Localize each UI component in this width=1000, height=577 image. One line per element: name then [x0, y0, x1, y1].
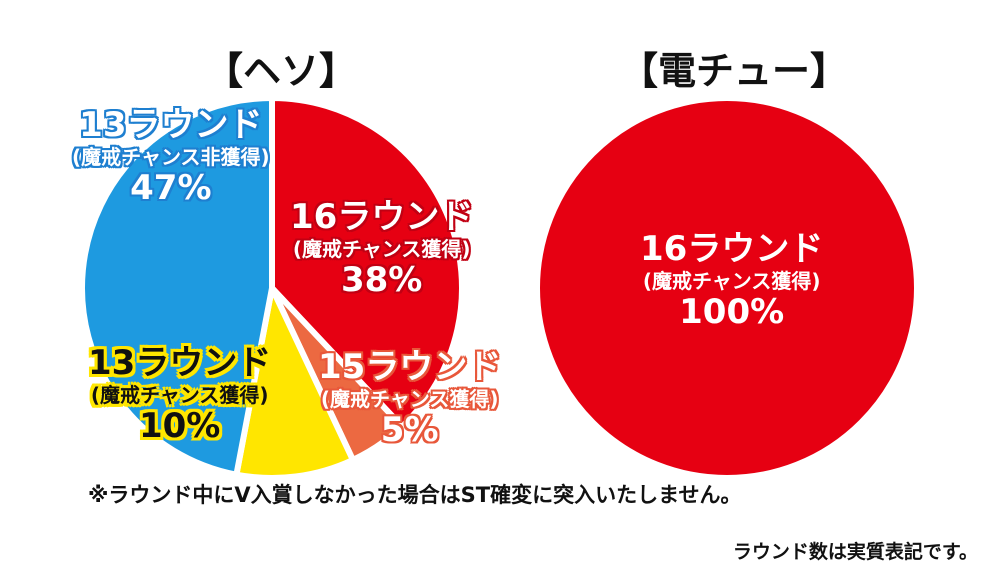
- slice-label-16r-heso: 16ラウンド (魔戒チャンス獲得) 38%: [290, 197, 474, 300]
- slice-label-13r-nonget-heso: 13ラウンド (魔戒チャンス非獲得) 47%: [72, 105, 270, 208]
- pie-denchu: [534, 95, 920, 481]
- slice-label-16r-denchu: 16ラウンド (魔戒チャンス獲得) 100%: [640, 229, 824, 332]
- pie-slice-0: [269, 94, 465, 431]
- chart-title-denchu: 【電チュー】: [620, 49, 849, 93]
- footnote-text: ラウンド数は実質表記です。: [732, 541, 978, 563]
- note-text: ※ラウンド中にV入賞しなかった場合はST確変に突入いたしません。: [88, 483, 742, 507]
- pie-heso: [79, 94, 465, 481]
- chart-title-heso: 【ヘソ】: [205, 49, 358, 93]
- pie-slice-3: [79, 94, 275, 479]
- slice-label-13r-heso: 13ラウンド (魔戒チャンス獲得) 10%: [88, 343, 272, 446]
- pie-slice-0: [534, 95, 920, 481]
- slice-label-15r-heso: 15ラウンド (魔戒チャンス獲得) 5%: [318, 347, 502, 450]
